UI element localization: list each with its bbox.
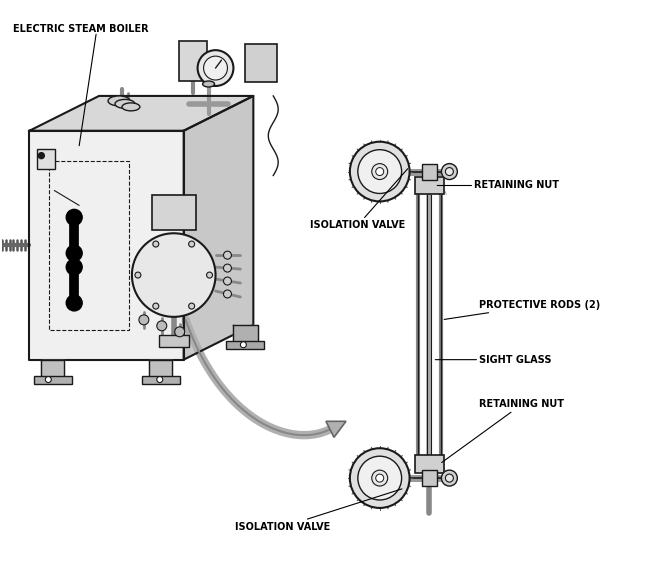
Text: RETAINING NUT: RETAINING NUT: [437, 180, 559, 191]
Text: ELECTRIC STEAM BOILER: ELECTRIC STEAM BOILER: [14, 24, 149, 34]
Polygon shape: [149, 360, 172, 377]
Bar: [422, 164, 437, 180]
Bar: [142, 376, 180, 384]
Circle shape: [67, 245, 82, 261]
Circle shape: [157, 377, 163, 383]
Circle shape: [198, 50, 233, 86]
Circle shape: [350, 142, 410, 201]
Polygon shape: [233, 325, 258, 343]
Circle shape: [224, 290, 231, 298]
Text: PROTECTIVE RODS (2): PROTECTIVE RODS (2): [444, 300, 601, 320]
Bar: [422, 470, 437, 486]
Circle shape: [38, 153, 45, 158]
Text: ISOLATION VALVE: ISOLATION VALVE: [235, 489, 402, 532]
Text: RETAINING NUT: RETAINING NUT: [442, 399, 564, 462]
Polygon shape: [326, 421, 346, 438]
Polygon shape: [30, 96, 253, 131]
Circle shape: [153, 241, 159, 247]
Circle shape: [445, 474, 453, 482]
Circle shape: [441, 164, 457, 180]
Polygon shape: [183, 96, 253, 360]
Circle shape: [132, 234, 216, 317]
Ellipse shape: [122, 103, 140, 111]
Bar: [152, 195, 196, 230]
Circle shape: [139, 315, 149, 325]
Circle shape: [189, 303, 194, 309]
Polygon shape: [41, 360, 64, 377]
Text: SIGHT GLASS: SIGHT GLASS: [435, 355, 552, 365]
Circle shape: [358, 456, 402, 500]
Bar: [179, 41, 207, 81]
Circle shape: [207, 272, 213, 278]
Circle shape: [224, 264, 231, 272]
Circle shape: [376, 474, 384, 482]
Ellipse shape: [108, 96, 130, 106]
Circle shape: [157, 321, 167, 331]
Circle shape: [135, 272, 141, 278]
Circle shape: [174, 327, 185, 337]
Circle shape: [371, 164, 388, 180]
Circle shape: [350, 448, 410, 508]
Bar: [227, 341, 264, 349]
Polygon shape: [30, 131, 183, 360]
Bar: [415, 176, 444, 194]
Circle shape: [224, 277, 231, 285]
Circle shape: [445, 168, 453, 176]
Text: ISOLATION VALVE: ISOLATION VALVE: [310, 169, 408, 230]
Ellipse shape: [203, 81, 214, 87]
Circle shape: [67, 259, 82, 275]
Circle shape: [45, 377, 51, 383]
Bar: [37, 149, 56, 169]
Circle shape: [441, 470, 457, 486]
Bar: [245, 44, 277, 82]
Bar: [415, 455, 444, 473]
Circle shape: [240, 342, 246, 348]
Circle shape: [153, 303, 159, 309]
Circle shape: [67, 209, 82, 225]
Circle shape: [371, 470, 388, 486]
Circle shape: [376, 168, 384, 176]
Bar: [159, 335, 189, 347]
Bar: [34, 376, 72, 384]
Ellipse shape: [115, 99, 135, 108]
Circle shape: [67, 295, 82, 311]
Circle shape: [224, 251, 231, 259]
Circle shape: [203, 56, 227, 80]
Bar: [49, 161, 129, 330]
Circle shape: [358, 150, 402, 194]
Circle shape: [189, 241, 194, 247]
